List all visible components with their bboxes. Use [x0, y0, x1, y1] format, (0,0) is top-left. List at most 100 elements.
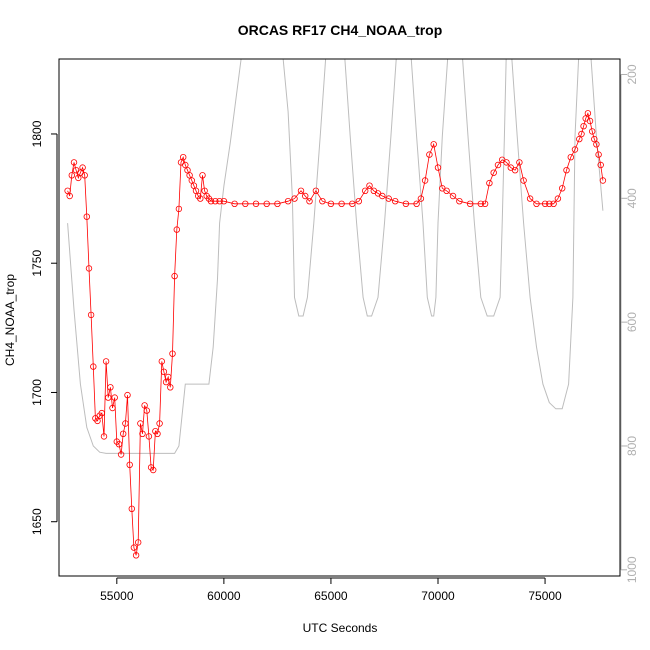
ch4-point — [379, 192, 386, 200]
x-tick-label: 75000 — [528, 589, 562, 603]
ch4-point — [134, 539, 142, 546]
ch4-point — [503, 159, 510, 166]
ch4-point — [597, 161, 604, 169]
ch4-point — [554, 195, 562, 202]
ch4-point — [132, 552, 140, 559]
ch4-point — [385, 195, 392, 202]
ch4-point — [312, 187, 320, 194]
ch4-point — [571, 146, 579, 153]
ch4-point — [349, 200, 356, 207]
ch4-point — [586, 117, 594, 125]
ch4-point — [593, 141, 600, 148]
y-tick-label: 1800 — [30, 120, 44, 147]
ch4-point — [291, 195, 298, 202]
ch4-point — [413, 200, 420, 207]
ch4-point — [599, 177, 607, 184]
y2-tick-label: 200 — [625, 64, 639, 84]
ch4-point — [158, 358, 165, 365]
ch4-point — [516, 159, 523, 166]
y-tick-label: 1700 — [30, 379, 44, 406]
ch4-point — [319, 197, 326, 205]
x-tick-label: 60000 — [207, 589, 241, 603]
ch4-point — [559, 185, 566, 192]
ch4-point — [173, 226, 180, 233]
ch4-point — [81, 172, 88, 179]
ch4-point — [231, 200, 238, 207]
ch4-point — [263, 200, 270, 207]
ch4-point — [533, 200, 540, 207]
ch4-point — [421, 177, 429, 184]
ch4-point — [546, 200, 553, 207]
ch4-point — [83, 213, 90, 220]
ch4-point — [589, 128, 596, 135]
ch4-point — [366, 182, 373, 189]
ch4-point — [130, 544, 138, 551]
ch4-point — [94, 417, 101, 425]
ch4-point — [456, 197, 463, 205]
ch4-point — [550, 200, 557, 207]
ch4-point — [111, 394, 118, 401]
ch4-point — [79, 164, 86, 171]
ch4-point — [124, 391, 131, 399]
ch4-point — [149, 466, 157, 474]
ch4-point — [520, 177, 527, 184]
y2-tick-label: 1000 — [625, 556, 639, 583]
ch4-point — [362, 187, 369, 194]
ch4-point — [580, 122, 587, 130]
pressure-line — [67, 59, 604, 454]
ch4-point — [100, 433, 108, 440]
ch4-point — [171, 272, 178, 280]
ch4-point — [186, 172, 193, 179]
ch4-point — [466, 200, 474, 207]
x-tick-label: 65000 — [314, 589, 348, 603]
ch4-point — [486, 179, 493, 187]
y-tick-label: 1750 — [30, 250, 44, 277]
ch4-point — [139, 430, 146, 437]
ch4-point — [85, 265, 93, 272]
ch4-point — [417, 195, 425, 202]
x-tick-label: 70000 — [421, 589, 455, 603]
ch4-point — [182, 161, 189, 169]
ch4-point — [160, 368, 168, 375]
ch4-point — [199, 172, 206, 179]
ch4-point — [578, 130, 585, 138]
ch4-point — [141, 402, 148, 409]
x-axis: 55000 60000 65000 70000 75000 — [100, 577, 562, 603]
y2-tick-label: 800 — [625, 436, 639, 456]
ch4-point — [434, 164, 442, 171]
ch4-point — [426, 151, 433, 158]
ch4-series — [64, 110, 607, 559]
y-tick-label: 1650 — [30, 508, 44, 535]
ch4-point — [443, 187, 450, 194]
ch4-point — [392, 197, 399, 205]
ch4-point — [449, 192, 457, 200]
plot-area — [58, 58, 621, 577]
ch4-point — [297, 187, 305, 194]
ch4-point — [274, 200, 281, 207]
y2-tick-label: 600 — [625, 312, 639, 332]
ch4-point — [306, 197, 313, 205]
pressure-series — [67, 59, 604, 454]
y2-tick-label: 400 — [625, 188, 639, 208]
ch4-point — [102, 358, 110, 365]
ch4-point — [143, 407, 150, 414]
ch4-point — [145, 433, 153, 440]
ch4-point — [563, 166, 570, 174]
ch4-point — [87, 311, 95, 319]
ch4-point — [567, 153, 574, 161]
ch4-point — [477, 200, 484, 207]
ch4-point — [70, 159, 78, 166]
ch4-point — [128, 505, 135, 512]
ch4-point — [584, 110, 592, 117]
y2-axis: 200 400 600 800 1000 — [620, 64, 639, 583]
ch4-point — [207, 197, 215, 205]
ch4-point — [64, 187, 71, 194]
ch4-point — [212, 197, 219, 205]
ch4-point — [122, 420, 129, 427]
ch4-line — [67, 112, 604, 556]
ch4-point — [511, 166, 519, 174]
ch4-point — [179, 153, 187, 161]
ch4-point — [490, 169, 497, 176]
ch4-point — [526, 195, 534, 202]
